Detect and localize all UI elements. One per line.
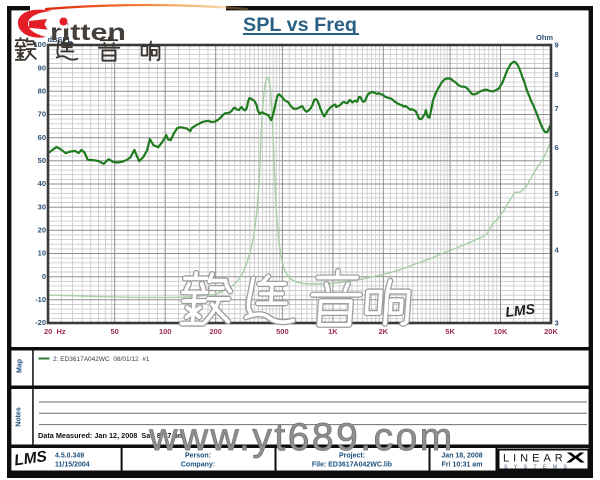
svg-text:LINEAR: LINEAR <box>503 453 567 465</box>
svg-text:Person:: Person: <box>185 453 211 460</box>
svg-text:50: 50 <box>111 327 119 336</box>
svg-text:9: 9 <box>555 40 559 49</box>
svg-text:SYSTEMS: SYSTEMS <box>504 465 573 471</box>
svg-text:-10: -10 <box>35 295 46 304</box>
svg-text:Company:: Company: <box>181 462 215 469</box>
svg-text:50: 50 <box>38 156 46 165</box>
svg-text:30: 30 <box>38 202 46 211</box>
svg-text:SPL vs Freq: SPL vs Freq <box>243 15 357 36</box>
svg-text:Map: Map <box>17 359 24 373</box>
svg-text:4: 4 <box>555 246 560 255</box>
svg-text:Fri 10:31 am: Fri 10:31 am <box>442 462 483 469</box>
svg-text:5: 5 <box>555 189 559 198</box>
svg-text:2: ED3617A042WC 08/01/12 #1: 2: ED3617A042WC 08/01/12 #1 <box>53 356 150 363</box>
svg-text:100: 100 <box>159 327 172 336</box>
svg-text:1K: 1K <box>328 327 338 336</box>
svg-text:20K: 20K <box>544 327 558 336</box>
svg-text:dBSPL: dBSPL <box>48 35 73 44</box>
svg-text:3: 3 <box>555 318 559 327</box>
svg-text:20: 20 <box>38 226 46 235</box>
svg-text:File: ED3617A042WC.lib: File: ED3617A042WC.lib <box>312 462 392 469</box>
svg-text:60: 60 <box>38 133 46 142</box>
svg-text:200: 200 <box>209 327 222 336</box>
svg-text:10: 10 <box>38 249 46 258</box>
svg-text:4.5.0.349: 4.5.0.349 <box>55 453 84 460</box>
svg-text:5K: 5K <box>445 327 455 336</box>
svg-text:20 Hz: 20 Hz <box>44 327 66 336</box>
svg-text:Project:: Project: <box>339 453 365 460</box>
svg-text:80: 80 <box>38 87 46 96</box>
svg-text:LMS: LMS <box>13 448 48 469</box>
svg-text:2K: 2K <box>379 327 389 336</box>
svg-text:40: 40 <box>38 179 46 188</box>
svg-text:LMS: LMS <box>504 300 536 320</box>
svg-text:-20: -20 <box>35 318 46 327</box>
svg-text:www.yt689.com: www.yt689.com <box>148 416 455 459</box>
svg-text:500: 500 <box>276 327 289 336</box>
svg-text:X: X <box>566 451 586 467</box>
svg-text:8: 8 <box>555 70 559 79</box>
svg-text:Notes: Notes <box>16 407 23 427</box>
svg-text:7: 7 <box>555 104 559 113</box>
svg-text:11/15/2004: 11/15/2004 <box>55 462 90 469</box>
svg-text:10K: 10K <box>494 327 508 336</box>
svg-text:Data Measured: Jan 12, 2008 S: Data Measured: Jan 12, 2008 Sat 8:57 pm <box>38 431 185 440</box>
svg-text:0: 0 <box>42 272 46 281</box>
svg-text:90: 90 <box>38 63 46 72</box>
svg-text:6: 6 <box>555 143 559 152</box>
svg-text:70: 70 <box>38 110 46 119</box>
svg-text:Jan 18, 2008: Jan 18, 2008 <box>441 453 482 460</box>
svg-text:100: 100 <box>33 40 46 49</box>
svg-text:Ohm: Ohm <box>536 33 553 42</box>
